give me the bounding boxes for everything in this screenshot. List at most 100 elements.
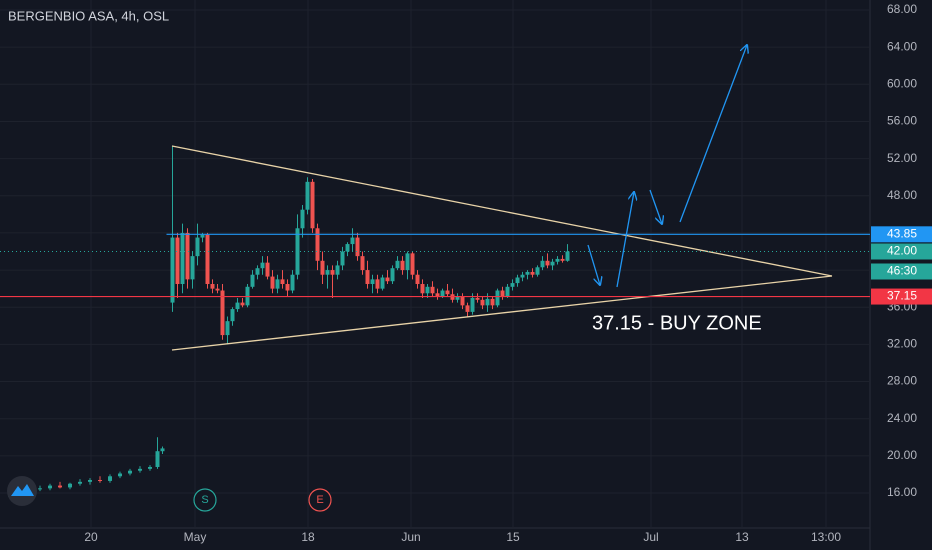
candle-body	[500, 290, 505, 297]
trendline-upper	[171, 145, 833, 277]
x-tick-label: May	[184, 530, 207, 544]
candle-body	[305, 181, 310, 210]
candle-body	[220, 290, 225, 336]
candle-body	[290, 274, 295, 291]
candle-body	[435, 293, 440, 297]
countdown-label: 46:30	[887, 264, 917, 278]
candle-body	[560, 258, 565, 261]
candle-body	[230, 309, 235, 322]
candle-body	[190, 256, 195, 280]
candle-body	[175, 237, 180, 285]
candle-body	[180, 232, 185, 285]
candle-body	[550, 261, 555, 266]
candle-body	[265, 262, 270, 277]
x-tick-label: 18	[301, 530, 315, 544]
candle-body	[138, 468, 142, 471]
event-marker	[308, 488, 332, 512]
candle-body	[235, 302, 240, 310]
chart-title: BERGENBIO ASA, 4h, OSL	[8, 8, 169, 23]
candle-body	[98, 479, 102, 481]
y-tick-label: 60.00	[887, 76, 917, 90]
y-tick-label: 48.00	[887, 188, 917, 202]
candle-body	[465, 305, 470, 312]
x-tick-label: 13	[735, 530, 749, 544]
arrow	[616, 192, 634, 288]
candle-body	[68, 483, 72, 488]
candle-body	[535, 267, 540, 275]
candle-body	[118, 473, 122, 477]
candle-body	[365, 270, 370, 285]
candle-body	[495, 290, 500, 306]
last-price-label-bg	[871, 243, 932, 260]
logo-mark	[11, 484, 34, 496]
level-label: 37.15	[887, 289, 917, 303]
candle-body	[185, 232, 190, 280]
candle-body	[525, 271, 530, 275]
level-label-bg	[871, 288, 932, 305]
candle-body	[295, 228, 300, 275]
candle-body	[250, 274, 255, 287]
event-label: E	[316, 494, 323, 506]
candle-body	[460, 296, 465, 306]
y-tick-label: 52.00	[887, 151, 917, 165]
candle-body	[505, 286, 510, 297]
candle-body	[48, 485, 52, 489]
y-tick-label: 28.00	[887, 374, 917, 388]
candle-body	[200, 234, 205, 238]
logo	[7, 476, 37, 506]
candle-body	[480, 299, 485, 306]
candle-body	[430, 286, 435, 294]
level-label-bg	[871, 226, 932, 243]
candle-body	[420, 284, 425, 294]
y-tick-label: 68.00	[887, 2, 917, 16]
candle-body	[545, 260, 550, 266]
candle-body	[325, 270, 330, 275]
candle-body	[470, 297, 475, 312]
candle-body	[440, 290, 445, 297]
candle-body	[210, 284, 215, 289]
candle-body	[445, 290, 450, 295]
plot	[0, 0, 870, 528]
candle-body	[425, 286, 430, 294]
candle-body	[405, 253, 410, 271]
drawings	[171, 45, 833, 351]
arrow	[587, 244, 600, 285]
candle-body	[270, 276, 275, 289]
event-label: S	[201, 494, 208, 506]
candle-body	[475, 297, 480, 300]
event-marker	[193, 488, 217, 512]
y-tick-label: 24.00	[887, 411, 917, 425]
countdown-label-bg	[871, 263, 932, 280]
x-tick-label: 13:00	[811, 530, 841, 544]
candle-body	[170, 237, 175, 303]
candle-body	[370, 279, 375, 285]
candle-body	[340, 251, 345, 266]
annotation: 37.15 - BUY ZONE	[592, 312, 762, 334]
candle-body	[285, 284, 290, 291]
candle-body	[260, 262, 265, 269]
candle-body	[225, 321, 230, 336]
x-tick-label: Jul	[643, 530, 658, 544]
candle-body	[385, 277, 390, 282]
candle-body	[215, 288, 220, 291]
candle-body	[310, 181, 315, 229]
candle-body	[128, 470, 132, 474]
last-price-label: 42.00	[887, 244, 917, 258]
candle-body	[155, 451, 160, 467]
candle-body	[78, 481, 82, 484]
candle-body	[555, 258, 560, 262]
candle-body	[58, 485, 62, 488]
candle-body	[345, 244, 350, 252]
candle-body	[515, 277, 520, 284]
candle-body	[400, 260, 405, 271]
y-tick-label: 64.00	[887, 39, 917, 53]
candle-body	[510, 283, 515, 287]
candle-body	[540, 260, 545, 268]
x-tick-label: 15	[506, 530, 520, 544]
candle-body	[315, 228, 320, 261]
x-tick-label: Jun	[401, 530, 420, 544]
candle-body	[148, 466, 152, 469]
candle-body	[108, 476, 112, 481]
candle-body	[330, 270, 335, 275]
